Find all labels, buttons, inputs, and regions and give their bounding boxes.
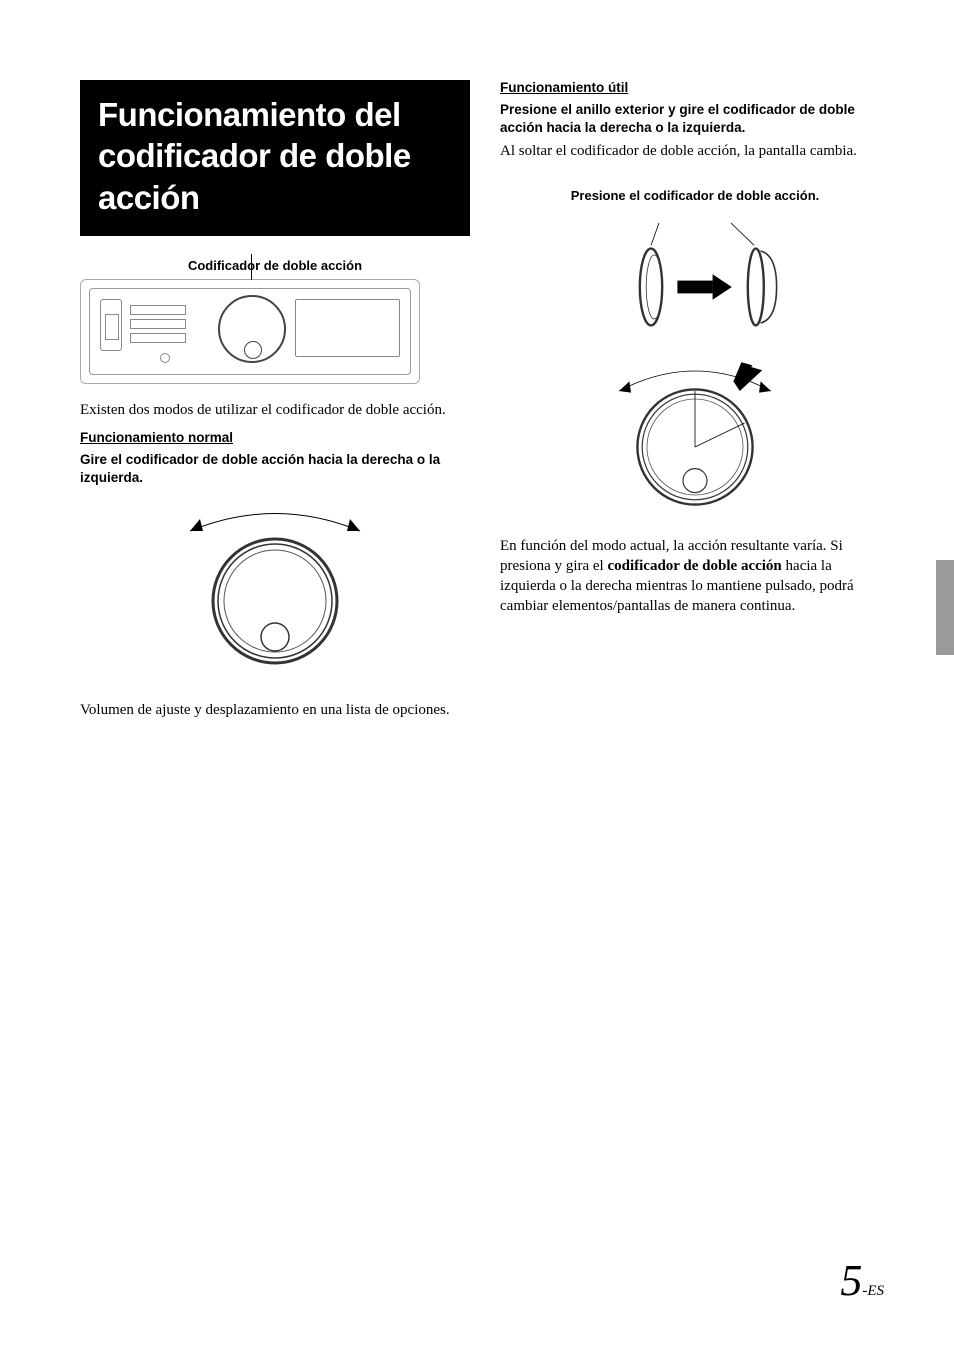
text-pre: Presione el anillo exterior y gire el (500, 102, 723, 117)
left-button-cluster (100, 299, 210, 369)
button-row-icon (130, 305, 186, 315)
intro-text: Existen dos modos de utilizar el codific… (80, 400, 470, 420)
button-row-icon (130, 319, 186, 329)
page-number-suffix: -ES (862, 1283, 884, 1299)
head-unit-diagram (80, 279, 420, 384)
encoder-term: codificador de doble acción (126, 452, 305, 467)
two-column-layout: Funcionamiento del codificador de doble … (80, 80, 894, 731)
section-title: Funcionamiento del codificador de doble … (98, 94, 452, 218)
small-buttons (130, 305, 186, 347)
press-and-turn-figure (575, 223, 815, 516)
head-unit-face (89, 288, 411, 375)
thumb-index-tab (936, 560, 954, 655)
left-column: Funcionamiento del codificador de doble … (80, 80, 470, 731)
right-column: Funcionamiento útil Presione el anillo e… (500, 80, 890, 731)
eject-icon (160, 353, 170, 363)
button-row-icon (130, 333, 186, 343)
unit-caption: Codificador de doble acción (80, 258, 470, 273)
rotate-dial-figure (145, 501, 405, 686)
page-number-value: 5 (840, 1256, 862, 1305)
encoder-knob-icon (218, 295, 286, 363)
section-title-block: Funcionamiento del codificador de doble … (80, 80, 470, 236)
result-text: En función del modo actual, la acción re… (500, 536, 890, 617)
normal-instruction: Gire el codificador de doble acción haci… (80, 451, 470, 487)
text-pre: Gire el (80, 452, 126, 467)
page: Funcionamiento del codificador de doble … (0, 0, 954, 1348)
press-svg (575, 223, 815, 511)
encoder-term-bold: codificador de doble acción (607, 558, 781, 574)
normal-operation-heading: Funcionamiento normal (80, 430, 470, 445)
rotate-dial-svg (145, 501, 405, 681)
useful-instruction: Presione el anillo exterior y gire el co… (500, 101, 890, 137)
callout-line (251, 254, 252, 280)
page-number: 5-ES (840, 1255, 884, 1306)
dial-caption-text: Volumen de ajuste y desplazamiento en un… (80, 700, 470, 720)
display-screen-icon (295, 299, 400, 357)
useful-operation-heading: Funcionamiento útil (500, 80, 890, 95)
press-caption: Presione el codificador de doble acción. (500, 188, 890, 203)
useful-sub-text: Al soltar el codificador de doble acción… (500, 141, 890, 161)
text-post: hacia la derecha o la izquierda. (543, 120, 746, 135)
release-button-icon (100, 299, 122, 351)
